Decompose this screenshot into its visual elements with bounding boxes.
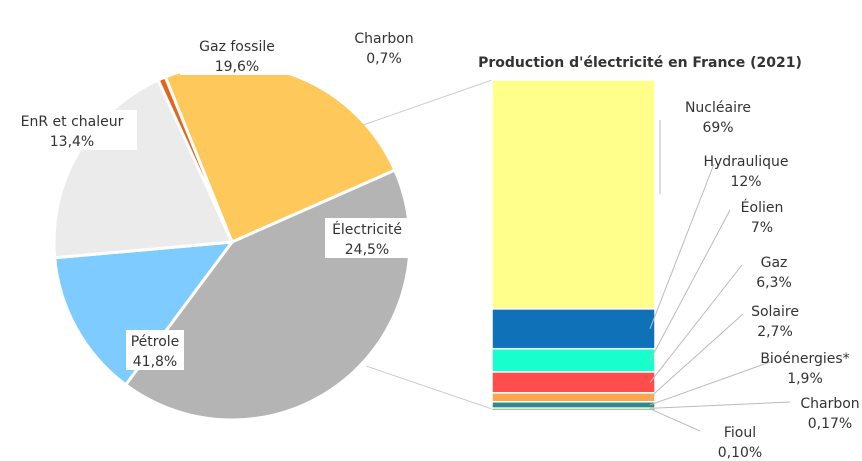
- stacked-bar-title: Production d'électricité en France (2021…: [478, 55, 802, 71]
- bar-segment-value-label: 1,9%: [787, 371, 823, 387]
- pie-label-box: [126, 330, 184, 370]
- bar-segment: [491, 79, 656, 310]
- pie-slice-label: Pétrole: [131, 334, 180, 350]
- leader-line: [649, 401, 791, 409]
- bar-segment-label: Nucléaire: [685, 100, 751, 116]
- bar-segment: [491, 408, 656, 411]
- bar-segment: [491, 347, 656, 373]
- leader-line: [649, 360, 774, 406]
- bar-segment-value-label: 12%: [730, 174, 761, 190]
- bar-segment-value-label: 0,17%: [808, 416, 852, 432]
- bar-segment-value-label: 0,10%: [718, 445, 762, 461]
- pie-label-box: [325, 218, 409, 258]
- bar-segment: [491, 371, 656, 394]
- pie-label-box: [7, 110, 137, 150]
- pie-slice-label: EnR et chaleur: [21, 114, 124, 130]
- connector-line-bottom: [365, 365, 493, 410]
- connector-line-top: [362, 79, 493, 126]
- leader-line: [649, 313, 744, 398]
- bar-segment-value-label: 69%: [702, 120, 733, 136]
- bar-segment-value-label: 6,3%: [756, 275, 792, 291]
- pie-label-box: [341, 27, 427, 67]
- pie-chart: Électricité 24,5% Pétrole 41,8% EnR et chale…: [7, 27, 427, 422]
- pie-slice-label: Électricité: [332, 221, 402, 238]
- bar-segment-label: Solaire: [751, 304, 799, 320]
- pie-slice: [156, 75, 234, 243]
- bar-segment: [491, 401, 656, 409]
- bar-segment-label: Bioénergies*: [760, 351, 849, 367]
- bar-segment-label: Gaz: [761, 255, 788, 271]
- leader-line: [649, 408, 701, 432]
- pie-slice-value-label: 13,4%: [50, 134, 94, 150]
- pie-slice-label: Charbon: [354, 31, 413, 47]
- leader-line: [649, 264, 743, 383]
- bar-segment-label: Fioul: [724, 425, 756, 441]
- bar-segment-value-label: 2,7%: [757, 324, 793, 340]
- bar-segment: [491, 392, 656, 403]
- stacked-bar: Nucléaire 69% Hydraulique 12% Éolien 7% Gaz 6,3…: [491, 79, 860, 461]
- bar-segment-label: Hydraulique: [703, 154, 788, 170]
- pie-slice-value-label: 41,8%: [133, 354, 177, 370]
- bar-segment: [491, 308, 656, 350]
- leader-line: [649, 163, 715, 330]
- pie-slice-value-label: 0,7%: [366, 51, 402, 67]
- pie-slice-value-label: 19,6%: [215, 59, 259, 75]
- bar-segment-label: Charbon: [800, 396, 859, 412]
- bar-segment-label: Éolien: [741, 199, 784, 216]
- bar-segment-value-label: 7%: [751, 220, 773, 236]
- leader-line: [649, 209, 731, 361]
- pie-slice-label: Gaz fossile: [199, 39, 275, 55]
- pie-label-box: [180, 35, 294, 75]
- pie-slice: [53, 240, 236, 387]
- pie-slice-value-label: 24,5%: [345, 242, 389, 258]
